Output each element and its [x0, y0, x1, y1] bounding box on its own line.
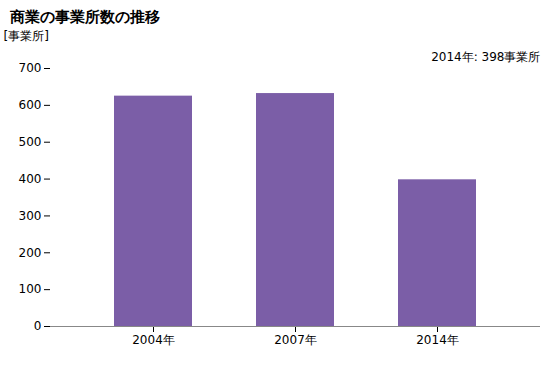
svg-text:2007年: 2007年 — [274, 333, 317, 347]
svg-text:400: 400 — [19, 172, 42, 186]
svg-text:2004年: 2004年 — [132, 333, 175, 347]
svg-text:2014年: 398事業所: 2014年: 398事業所 — [431, 50, 540, 64]
svg-text:0: 0 — [34, 319, 42, 333]
svg-text:200: 200 — [19, 246, 42, 260]
svg-text:[事業所]: [事業所] — [4, 29, 49, 43]
svg-text:500: 500 — [19, 135, 42, 149]
html-text:商業の事業所数の推移: 商業の事業所数の推移 — [10, 8, 160, 26]
svg-text:2014年: 2014年 — [416, 333, 459, 347]
svg-text:300: 300 — [19, 209, 42, 223]
svg-text:700: 700 — [19, 61, 42, 75]
svg-text:100: 100 — [19, 282, 42, 296]
svg-text:600: 600 — [19, 98, 42, 112]
